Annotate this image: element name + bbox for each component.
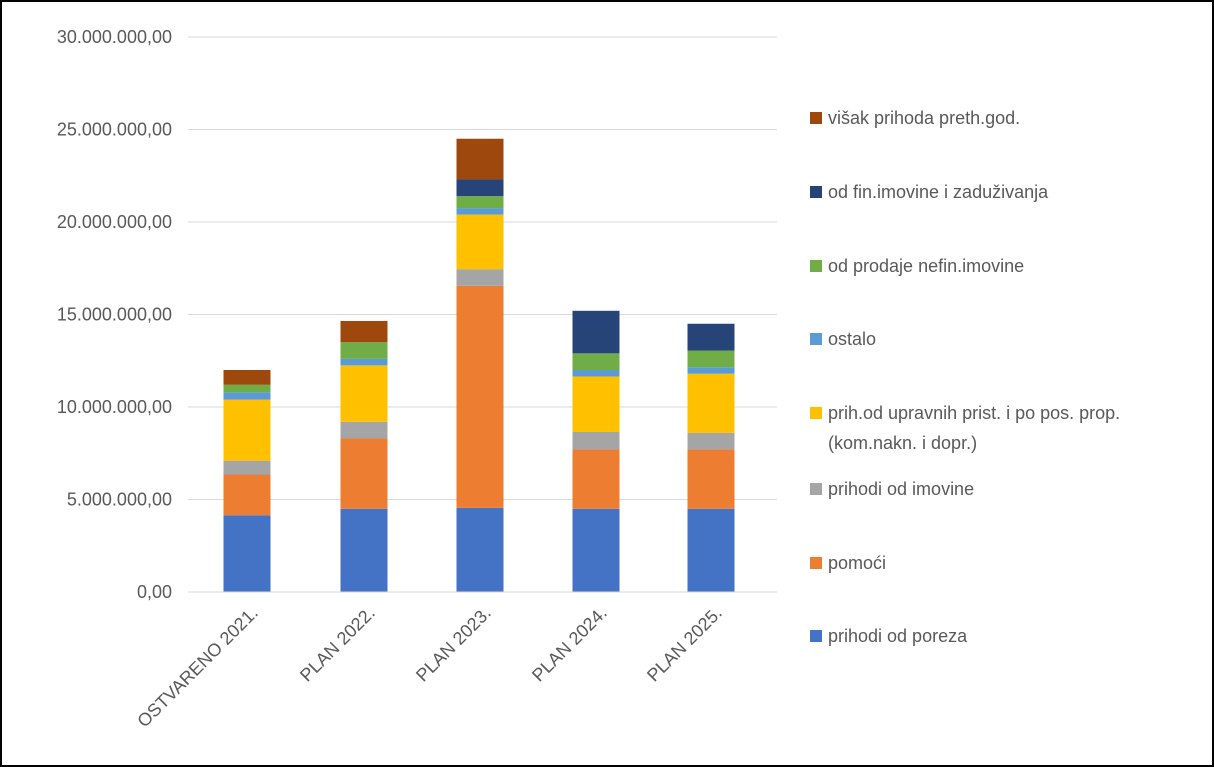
x-axis-tick-labels: OSTVARENO 2021. PLAN 2022. PLAN 2023. PLAN … [133,603,726,732]
legend-label: prihodi od imovine [828,479,974,499]
bar-segment [456,196,504,209]
bar-segment [572,370,620,377]
legend-label: (kom.nakn. i dopr.) [828,433,977,453]
legend: višak prihoda preth.god. od fin.imovine i… [810,108,1120,646]
legend-swatch [810,260,822,272]
x-tick-label: PLAN 2024. [528,603,611,686]
bar-segment [687,373,735,433]
y-tick-label: 15.000.000,00 [57,305,172,325]
legend-label: od fin.imovine i zaduživanja [828,182,1049,202]
x-tick-label: OSTVARENO 2021. [133,603,262,732]
bar-segment [572,310,620,354]
bar-segment [572,353,620,370]
bar-segment [340,365,388,422]
bar-segment [340,342,388,359]
y-tick-label: 20.000.000,00 [57,212,172,232]
legend-label: višak prihoda preth.god. [828,108,1020,128]
bar-segment [340,508,388,592]
y-tick-label: 0,00 [137,582,172,602]
bar-segment [223,460,271,475]
bar-segment [340,438,388,509]
bar-segment [223,384,271,393]
bar-segment [456,138,504,180]
bar-segment [687,367,735,374]
legend-label: pomoći [828,553,886,573]
bar-segment [687,323,735,351]
bar-segment [456,507,504,592]
bar-segment [687,350,735,368]
legend-swatch [810,407,822,419]
bar-segment [572,376,620,432]
bar-segment [340,421,388,439]
bar-segment [687,508,735,592]
bar-segment [456,285,504,508]
bars [223,138,735,592]
bar-segment [223,392,271,400]
bar-segment [687,432,735,450]
bar-segment [340,320,388,343]
bar-segment [340,358,388,366]
y-tick-label: 30.000.000,00 [57,27,172,47]
x-tick-label: PLAN 2025. [643,603,726,686]
bar-segment [223,474,271,516]
legend-swatch [810,630,822,642]
bar-segment [572,508,620,592]
bar-segment [456,179,504,197]
legend-label: prihodi od poreza [828,626,968,646]
legend-swatch [810,112,822,124]
legend-swatch [810,186,822,198]
y-tick-label: 25.000.000,00 [57,120,172,140]
bar-segment [223,515,271,592]
x-tick-label: PLAN 2023. [412,603,495,686]
legend-swatch [810,483,822,495]
x-tick-label: PLAN 2022. [296,603,379,686]
y-axis-tick-labels: 0,00 5.000.000,00 10.000.000,00 15.000.000,… [57,27,172,602]
bar-segment [456,208,504,215]
bar-segment [572,431,620,450]
bar-segment [223,370,271,385]
legend-swatch [810,557,822,569]
y-tick-label: 5.000.000,00 [67,490,172,510]
bar-segment [572,449,620,509]
bar-segment [223,399,271,461]
legend-label: od prodaje nefin.imovine [828,256,1024,276]
bar-segment [687,449,735,509]
legend-label: prih.od upravnih prist. i po pos. prop. [828,403,1120,423]
legend-label: ostalo [828,329,876,349]
bar-segment [456,269,504,286]
legend-swatch [810,333,822,345]
y-tick-label: 10.000.000,00 [57,397,172,417]
bar-segment [456,214,504,270]
